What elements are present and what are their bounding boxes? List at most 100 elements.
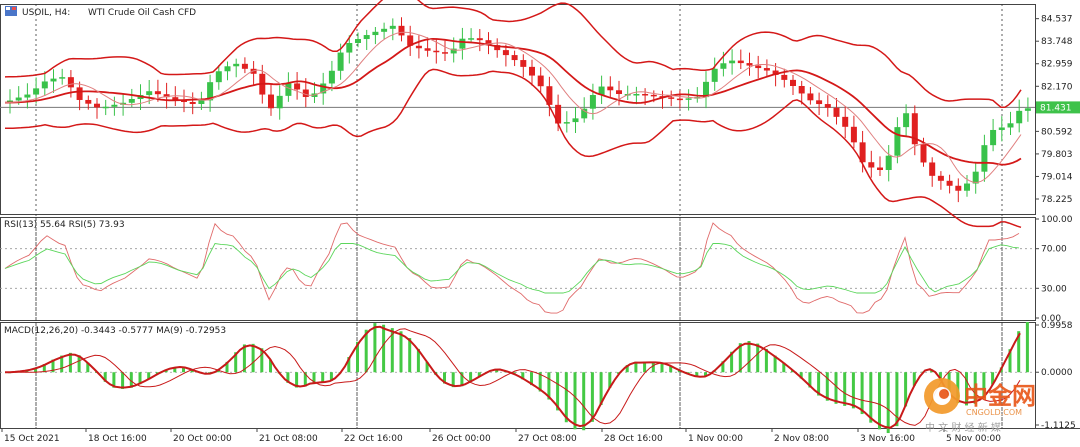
- macd-histogram-bar: [103, 372, 107, 382]
- candle-body: [389, 25, 396, 29]
- macd-line: [5, 325, 1021, 429]
- candle-body: [24, 94, 31, 98]
- macd-histogram-bar: [51, 359, 55, 373]
- candle-body: [877, 167, 883, 170]
- macd-signal-line: [5, 328, 1021, 426]
- macd-histogram-bar: [982, 372, 986, 399]
- candle-body: [355, 39, 361, 44]
- candle-body: [337, 52, 344, 71]
- candle-body: [633, 94, 640, 96]
- macd-histogram-bar: [382, 324, 386, 373]
- panel-frame: [0, 4, 1036, 215]
- candle-body: [607, 86, 614, 91]
- candle-body: [76, 87, 83, 100]
- candle-body: [850, 126, 857, 143]
- macd-histogram-bar: [634, 361, 638, 373]
- candle-body: [328, 70, 335, 84]
- macd-histogram-bar: [42, 364, 46, 373]
- time-tick-label: 2 Nov 08:00: [774, 434, 829, 444]
- candle-body: [807, 93, 814, 101]
- rsi-title: RSI(13) 55.64 RSI(5) 73.93: [4, 220, 125, 230]
- macd-histogram-bar: [764, 348, 768, 373]
- candle-body: [920, 144, 927, 163]
- macd-histogram-bar: [730, 351, 734, 373]
- macd-histogram-bar: [225, 361, 229, 373]
- candle-body: [459, 38, 466, 49]
- macd-histogram-bar: [799, 372, 803, 379]
- rsi-panel[interactable]: RSI(13) 55.64 RSI(5) 73.93: [0, 217, 1035, 320]
- candle-body: [15, 97, 22, 101]
- macd-histogram-bar: [878, 372, 881, 430]
- candle-body: [685, 98, 692, 100]
- candle-body: [41, 81, 48, 89]
- macd-histogram-bar: [60, 355, 64, 373]
- macd-histogram-bar: [521, 372, 525, 380]
- candle-body: [824, 104, 831, 108]
- macd-histogram-bar: [138, 372, 142, 385]
- candle-body: [937, 175, 944, 181]
- rsi5-line: [4, 222, 1020, 314]
- candle-body: [650, 94, 657, 97]
- candle-body: [346, 43, 353, 53]
- time-tick-label: 28 Oct 16:00: [604, 434, 663, 444]
- macd-histogram-bar: [843, 372, 847, 406]
- candle-body: [668, 97, 675, 99]
- candle-body: [442, 52, 448, 54]
- macd-histogram-bar: [869, 372, 873, 423]
- watermark-site: CNGOLD.COM: [966, 408, 1022, 417]
- macd-histogram-bar: [660, 362, 664, 373]
- macd-histogram-bar: [704, 372, 707, 377]
- bollinger-lower: [5, 68, 1022, 229]
- time-tick-label: 18 Oct 16:00: [88, 434, 147, 444]
- time-tick-label: 1 Nov 00:00: [688, 434, 743, 444]
- candle-body: [85, 99, 92, 104]
- candle-body: [546, 86, 553, 105]
- macd-histogram-bar: [564, 372, 568, 423]
- macd-histogram-bar: [1025, 321, 1029, 373]
- macd-histogram-bar: [34, 367, 38, 373]
- candle-body: [1007, 123, 1014, 128]
- macd-histogram-bar: [356, 341, 359, 373]
- candles: [7, 17, 1031, 203]
- rsi-tick-label: 100.00: [1041, 215, 1073, 225]
- candle-body: [485, 40, 492, 46]
- macd-histogram-bar: [625, 365, 629, 373]
- price-tick-label: 82.959: [1041, 60, 1073, 70]
- macd-histogram-bar: [129, 372, 133, 388]
- macd-histogram-bar: [303, 372, 307, 387]
- price-tick-label: 82.170: [1041, 82, 1073, 92]
- candle-body: [1016, 110, 1023, 124]
- macd-histogram-bar: [112, 372, 116, 388]
- price-tick-label: 79.014: [1041, 172, 1073, 182]
- candle-body: [381, 28, 388, 32]
- macd-histogram-bar: [312, 372, 316, 385]
- candle-body: [929, 162, 936, 176]
- symbol-label: USOIL, H4:: [22, 8, 70, 18]
- candle-body: [642, 94, 649, 96]
- price-panel[interactable]: 81.431: [0, 0, 1080, 229]
- macd-histogram-bar: [321, 372, 325, 383]
- macd-histogram-bar: [469, 372, 473, 382]
- candle-body: [320, 83, 327, 94]
- candle-body: [233, 63, 240, 67]
- candle-body: [955, 185, 962, 191]
- macd-histogram-bar: [938, 372, 942, 381]
- candle-body: [972, 171, 979, 184]
- candle-body: [981, 145, 988, 172]
- candle-body: [181, 100, 187, 102]
- macd-histogram-bar: [973, 372, 977, 404]
- moving-average: [4, 31, 1022, 184]
- candle-body: [67, 77, 74, 88]
- macd-tick-label: -1.1125: [1041, 421, 1076, 431]
- macd-histogram-bar: [643, 361, 647, 373]
- macd-histogram-bar: [173, 367, 177, 373]
- time-tick-label: 15 Oct 2021: [4, 434, 60, 444]
- candle-body: [7, 100, 13, 103]
- current-price-label: 81.431: [1040, 103, 1072, 113]
- candle-body: [33, 88, 40, 95]
- candle-body: [215, 71, 222, 83]
- candle-body: [302, 89, 309, 97]
- macd-histogram-bar: [590, 372, 594, 422]
- candle-body: [737, 60, 744, 64]
